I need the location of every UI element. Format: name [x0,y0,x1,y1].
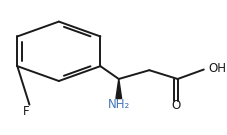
Text: OH: OH [207,62,225,75]
Text: NH₂: NH₂ [107,98,129,111]
Text: F: F [23,105,29,118]
Text: O: O [170,99,180,112]
Polygon shape [116,79,121,99]
